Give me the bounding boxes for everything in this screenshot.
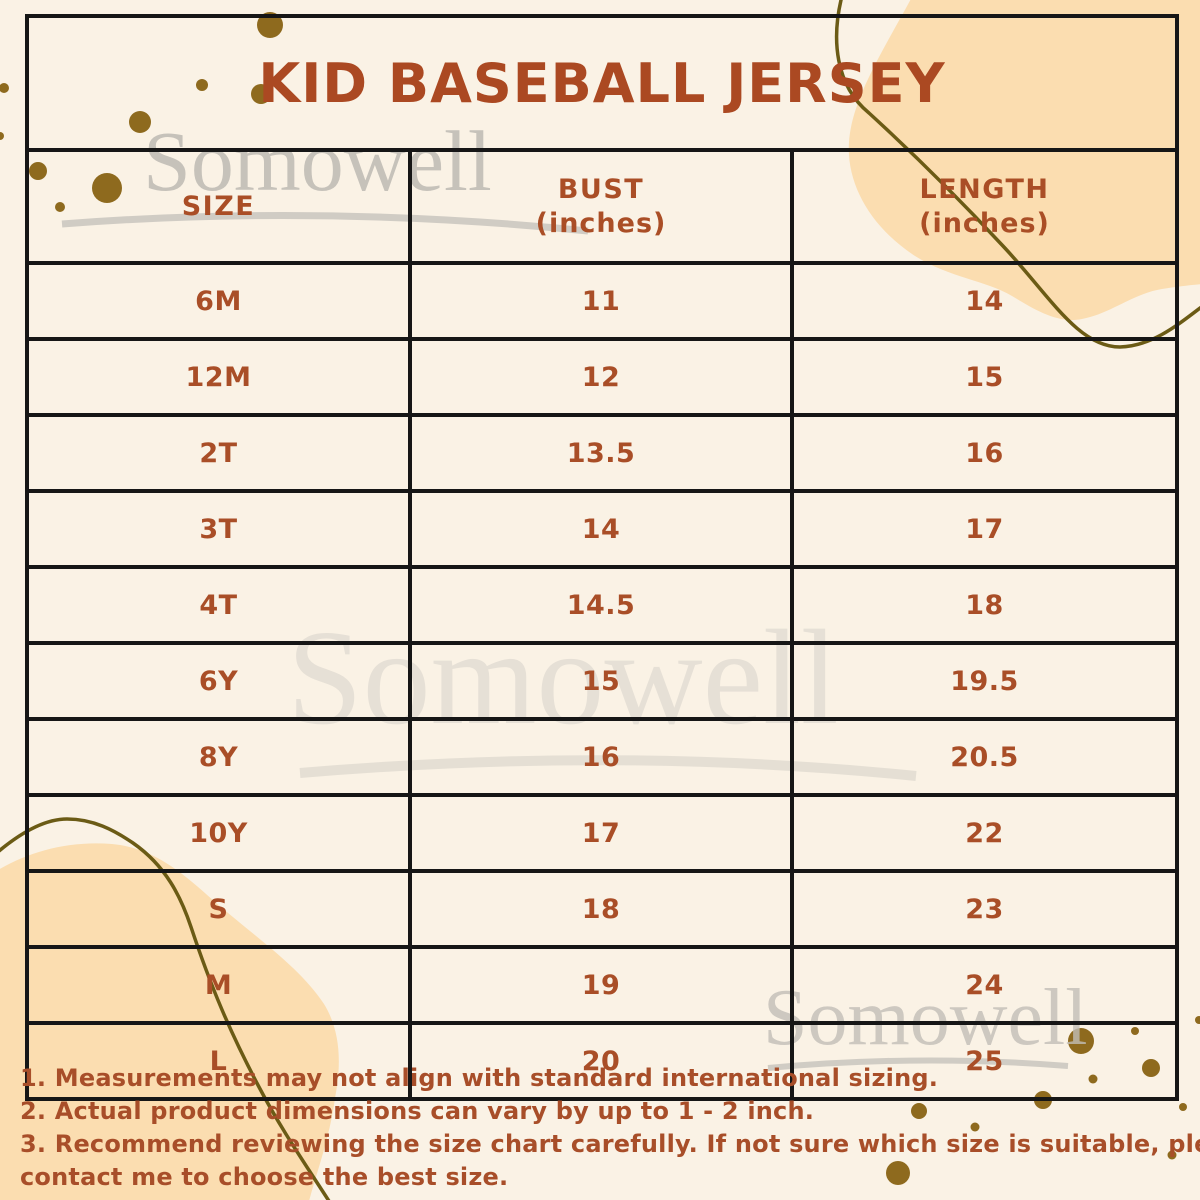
note-4: contact me to choose the best size. xyxy=(20,1163,509,1191)
table-row: 10Y 17 22 xyxy=(25,793,1179,873)
size-cell: 6Y xyxy=(198,665,239,697)
length-cell: 23 xyxy=(965,893,1004,925)
length-cell: 25 xyxy=(965,1045,1004,1077)
bust-cell: 11 xyxy=(581,285,621,317)
bust-cell: 15 xyxy=(581,665,621,697)
table-row: 6M 11 14 xyxy=(25,261,1179,341)
bust-cell: 12 xyxy=(581,361,621,393)
length-cell: 15 xyxy=(965,361,1004,393)
column-header-length-unit: (inches) xyxy=(919,207,1050,239)
table-row: L 20 25 xyxy=(25,1021,1179,1101)
size-cell: 4T xyxy=(199,589,238,621)
page-title: KID BASEBALL JERSEY xyxy=(258,51,946,115)
bust-cell: 20 xyxy=(581,1045,621,1077)
bust-cell: 18 xyxy=(581,893,621,925)
column-header-length-label: LENGTH xyxy=(919,173,1050,205)
table-row: 12M 12 15 xyxy=(25,337,1179,417)
column-header-bust-unit: (inches) xyxy=(535,207,667,239)
size-cell: 12M xyxy=(185,361,252,393)
size-cell: S xyxy=(208,893,229,925)
size-cell: 3T xyxy=(199,513,238,545)
table-row: 4T 14.5 18 xyxy=(25,565,1179,645)
note-1: 1. Measurements may not align with stand… xyxy=(20,1064,939,1092)
note-2: 2. Actual product dimensions can vary by… xyxy=(20,1097,815,1125)
size-cell: 2T xyxy=(199,437,238,469)
table-row: 6Y 15 19.5 xyxy=(25,641,1179,721)
length-cell: 22 xyxy=(965,817,1004,849)
bust-cell: 14.5 xyxy=(566,589,636,621)
length-cell: 17 xyxy=(965,513,1004,545)
table-row: S 18 23 xyxy=(25,869,1179,949)
length-cell: 20.5 xyxy=(950,741,1019,773)
column-header-size: SIZE xyxy=(181,190,256,222)
table-row: 2T 13.5 16 xyxy=(25,413,1179,493)
title-row: KID BASEBALL JERSEY xyxy=(25,14,1179,152)
bust-cell: 14 xyxy=(581,513,621,545)
length-cell: 24 xyxy=(965,969,1004,1001)
size-cell: 6M xyxy=(195,285,242,317)
header-row: SIZE BUST (inches) LENGTH (inches) xyxy=(25,148,1179,265)
column-header-bust-label: BUST xyxy=(557,173,645,205)
size-cell: 10Y xyxy=(189,817,248,849)
bust-cell: 13.5 xyxy=(566,437,636,469)
size-cell: L xyxy=(209,1045,228,1077)
note-3: 3. Recommend reviewing the size chart ca… xyxy=(20,1130,1200,1158)
length-cell: 16 xyxy=(965,437,1004,469)
bust-cell: 17 xyxy=(581,817,621,849)
bust-cell: 19 xyxy=(581,969,621,1001)
size-chart-table: KID BASEBALL JERSEY SIZE BUST (inches) LE… xyxy=(25,14,1179,1101)
table-row: 8Y 16 20.5 xyxy=(25,717,1179,797)
length-cell: 19.5 xyxy=(950,665,1019,697)
column-header-length: LENGTH (inches) xyxy=(794,174,1175,241)
length-cell: 18 xyxy=(965,589,1004,621)
size-cell: 8Y xyxy=(198,741,239,773)
column-header-bust: BUST (inches) xyxy=(412,174,790,241)
length-cell: 14 xyxy=(965,285,1004,317)
table-row: M 19 24 xyxy=(25,945,1179,1025)
size-cell: M xyxy=(204,969,233,1001)
table-row: 3T 14 17 xyxy=(25,489,1179,569)
footer-notes: 1. Measurements may not align with stand… xyxy=(20,1062,1200,1194)
bust-cell: 16 xyxy=(581,741,621,773)
